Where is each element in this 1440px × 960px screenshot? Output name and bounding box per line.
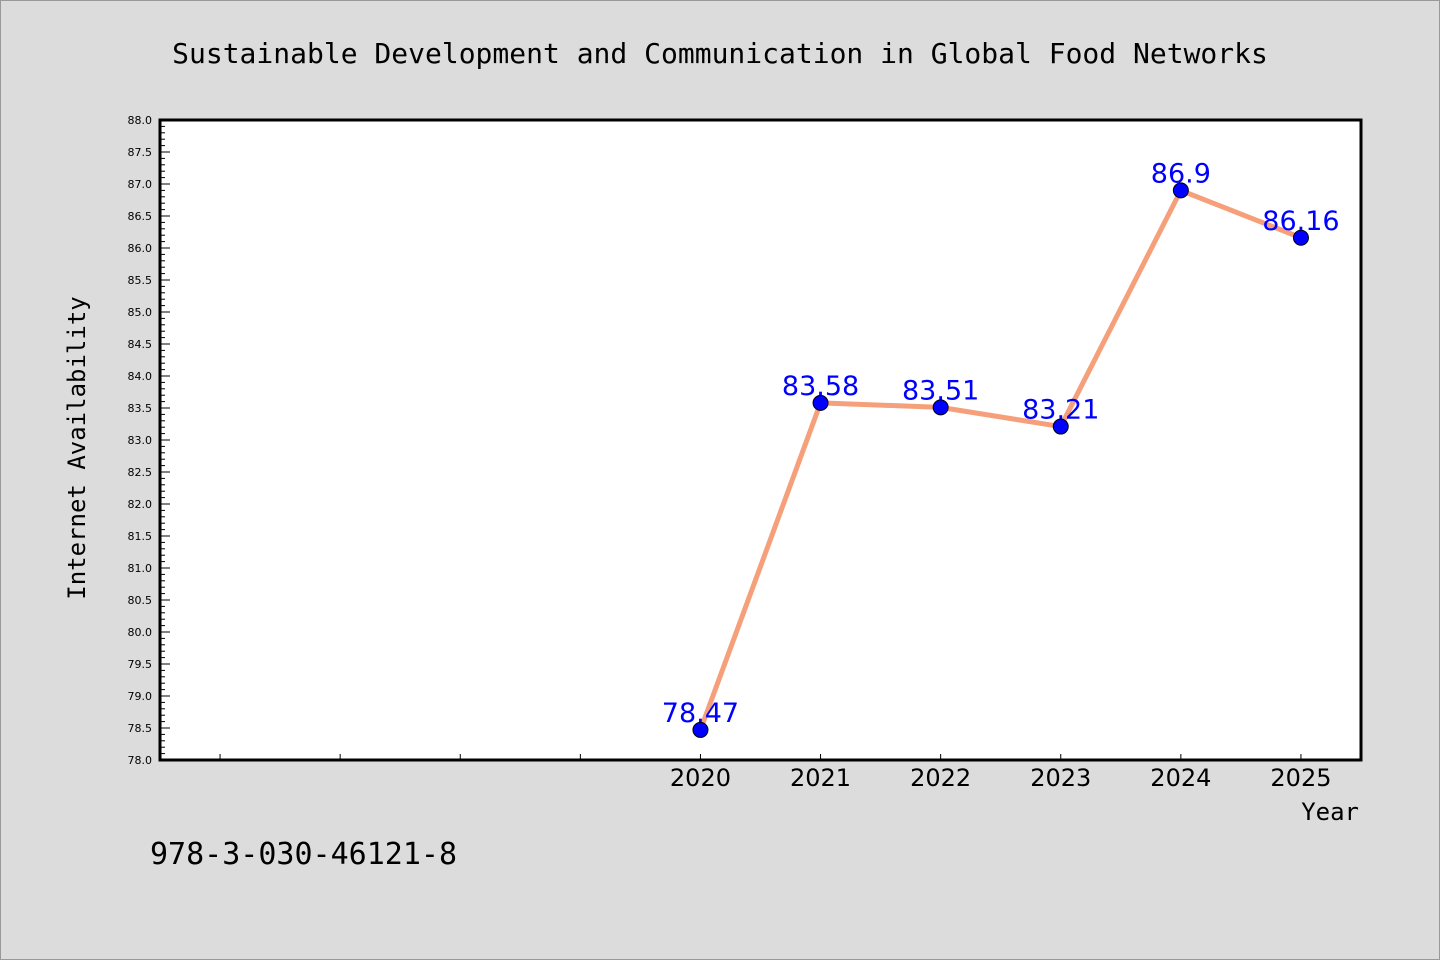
- x-tick-label: 2020: [670, 764, 731, 792]
- x-axis: 2020 2021 2022 2023 2024 2025: [219, 754, 1331, 792]
- series-line: [697, 187, 1304, 733]
- y-tick-label: 83.0: [128, 434, 153, 447]
- data-point: [1052, 418, 1069, 435]
- y-tick-label: 84.0: [128, 370, 153, 383]
- y-tick-label: 78.5: [128, 722, 153, 735]
- y-tick-label: 85.0: [128, 306, 153, 319]
- data-label: 78.47: [662, 698, 739, 729]
- y-tick-label: 84.5: [128, 338, 153, 351]
- y-tick-label: 78.0: [128, 754, 153, 767]
- data-point: [1172, 182, 1189, 199]
- series-layer: 78.47 83.58 83.51 83.21 86.9 86.16: [662, 158, 1340, 738]
- data-point: [932, 399, 949, 416]
- y-tick-label: 80.0: [128, 626, 153, 639]
- y-tick-label: 87.0: [128, 178, 153, 191]
- y-tick-label: 79.0: [128, 690, 153, 703]
- y-tick-label: 81.0: [128, 562, 153, 575]
- x-tick-label: 2023: [1030, 764, 1091, 792]
- data-label: 83.21: [1022, 395, 1099, 426]
- y-tick-label: 86.5: [128, 210, 153, 223]
- y-tick-label: 86.0: [128, 242, 153, 255]
- y-tick-label: 79.5: [128, 658, 153, 671]
- x-tick-label: 2021: [790, 764, 851, 792]
- data-label: 86.16: [1262, 206, 1339, 237]
- x-tick-label: 2024: [1150, 764, 1211, 792]
- data-label: 83.58: [782, 371, 859, 402]
- y-axis-label: Internet Availability: [63, 296, 91, 599]
- y-tick-label: 85.5: [128, 274, 153, 287]
- y-axis: 78.0 78.5 79.0 79.5 80.0 80.5 81.0 81.5 82.0 82.5…: [128, 114, 170, 767]
- x-tick-label: 2025: [1270, 764, 1331, 792]
- data-point: [812, 394, 829, 411]
- y-tick-label: 81.5: [128, 530, 153, 543]
- footnote-isbn: 978-3-030-46121-8: [150, 837, 457, 872]
- y-tick-label: 83.5: [128, 402, 153, 415]
- data-label: 83.51: [902, 375, 979, 406]
- chart-title: Sustainable Development and Communicatio…: [172, 37, 1268, 70]
- data-point: [1292, 229, 1309, 246]
- x-axis-label: Year: [1301, 798, 1359, 826]
- y-tick-label: 87.5: [128, 146, 153, 159]
- y-tick-label: 88.0: [128, 114, 153, 127]
- x-tick-label: 2022: [910, 764, 971, 792]
- plot-area: [158, 118, 1363, 762]
- data-point: [692, 721, 709, 738]
- y-tick-label: 82.0: [128, 498, 153, 511]
- y-tick-label: 82.5: [128, 466, 153, 479]
- data-label: 86.9: [1151, 158, 1211, 189]
- y-tick-label: 80.5: [128, 594, 153, 607]
